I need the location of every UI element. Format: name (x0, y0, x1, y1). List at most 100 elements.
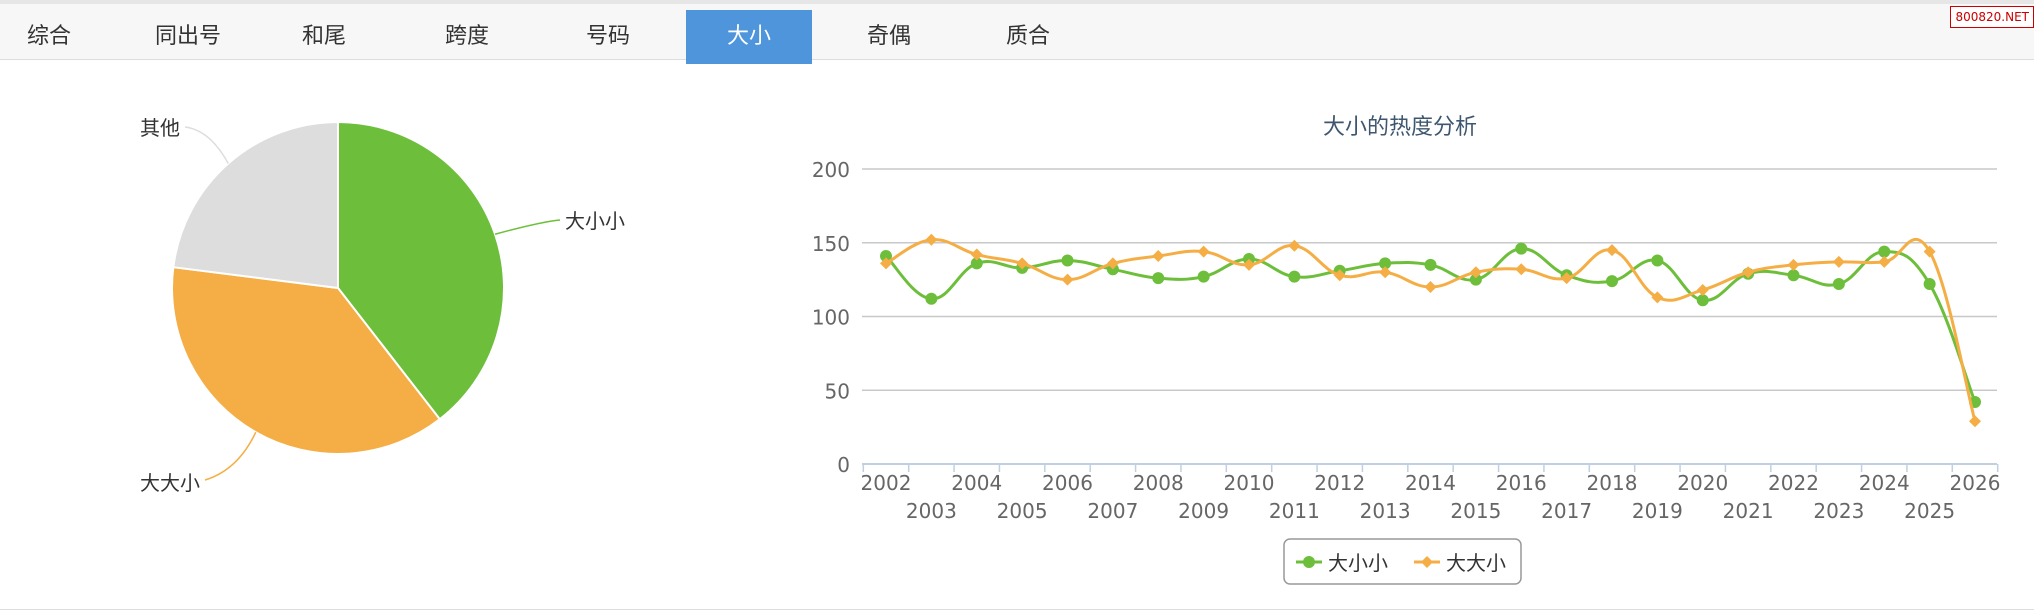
legend-box (1283, 538, 1522, 585)
x-tick-label: 2018 (1587, 471, 1638, 495)
data-point (1288, 270, 1301, 283)
data-point (1152, 250, 1165, 263)
y-tick-label: 100 (812, 306, 850, 330)
tab-2[interactable]: 和尾 (301, 24, 346, 49)
tab-1[interactable]: 同出号 (154, 24, 221, 49)
series-line-0 (884, 247, 1977, 403)
data-point (1469, 273, 1482, 286)
data-point (1878, 245, 1891, 258)
data-point (1651, 291, 1664, 304)
pie-label: 大小小 (565, 209, 625, 233)
data-point (1787, 269, 1800, 282)
y-tick-label: 200 (812, 158, 850, 182)
data-point (1333, 269, 1346, 282)
x-tick-label: 2026 (1950, 471, 2001, 495)
data-point (1515, 263, 1528, 276)
x-tick-label: 2005 (997, 499, 1048, 523)
pie-label: 其他 (140, 116, 180, 140)
data-point (1696, 294, 1709, 307)
chart-title: 大小的热度分析 (1323, 115, 1477, 140)
x-tick-label: 2008 (1133, 471, 1184, 495)
data-point (1243, 258, 1255, 271)
x-tick-label: 2019 (1632, 499, 1683, 523)
divider (0, 609, 2034, 610)
x-tick-label: 2025 (1904, 499, 1955, 523)
x-tick-label: 2013 (1360, 499, 1411, 523)
data-point (970, 248, 983, 261)
legend: 大小小 大大小 (1283, 538, 1522, 585)
x-tick-label: 2021 (1723, 499, 1774, 523)
data-point (1061, 254, 1074, 267)
data-point (1379, 266, 1392, 279)
x-tick-label: 2023 (1813, 499, 1864, 523)
data-point (1016, 257, 1029, 270)
tab-bar: 综合 同出号 和尾 跨度 号码 大小 奇偶 质合 (0, 0, 2034, 64)
tab-3[interactable]: 跨度 (444, 24, 489, 49)
x-tick-label: 2007 (1087, 499, 1138, 523)
pie-connector (204, 431, 257, 481)
data-point (970, 257, 983, 270)
data-point (1832, 278, 1845, 291)
data-point (1832, 255, 1845, 268)
x-tick-label: 2015 (1450, 499, 1501, 523)
x-tick-label: 2012 (1314, 471, 1365, 495)
tab-7[interactable]: 质合 (1005, 24, 1050, 49)
tab-4[interactable]: 号码 (585, 24, 630, 49)
data-point (1560, 272, 1573, 285)
legend-marker (1303, 556, 1315, 568)
data-point (1696, 283, 1709, 296)
tab-5[interactable]: 大小 (686, 10, 812, 64)
legend-item[interactable]: 大大小 (1446, 551, 1506, 575)
data-point (925, 292, 938, 305)
pie-slice (337, 120, 505, 421)
pie-slice (172, 120, 339, 290)
data-point (1379, 257, 1392, 270)
data-point (880, 250, 892, 263)
pie-label: 大大小 (140, 471, 200, 495)
data-point (1061, 273, 1074, 286)
x-tick-label: 2014 (1405, 471, 1456, 495)
y-tick-label: 150 (812, 232, 850, 256)
x-tick-label: 2022 (1768, 471, 1819, 495)
data-point (1469, 266, 1482, 279)
data-point (1288, 239, 1301, 252)
x-tick-label: 2017 (1541, 499, 1592, 523)
y-tick-label: 0 (837, 453, 850, 477)
y-tick-label: 50 (825, 379, 850, 403)
data-point (1106, 257, 1119, 270)
x-tick-label: 2020 (1677, 471, 1728, 495)
x-tick-label: 2016 (1496, 471, 1547, 495)
tab-0[interactable]: 综合 (26, 24, 71, 49)
x-tick-label: 2010 (1224, 471, 1275, 495)
data-point (1651, 254, 1664, 267)
data-point (880, 257, 892, 270)
legend-item[interactable]: 大小小 (1328, 551, 1388, 575)
x-tick-label: 2011 (1269, 499, 1320, 523)
x-tick-label: 2006 (1042, 471, 1093, 495)
legend-marker (1421, 556, 1433, 568)
x-tick-label: 2009 (1178, 499, 1229, 523)
data-point (1969, 415, 1981, 428)
data-point (1424, 281, 1437, 293)
data-point (1606, 244, 1618, 257)
data-point (1197, 245, 1210, 258)
data-point (1787, 258, 1800, 271)
data-point (1923, 278, 1936, 291)
data-point (1878, 255, 1891, 268)
x-tick-label: 2024 (1859, 471, 1910, 495)
x-tick-label: 2002 (861, 471, 912, 495)
watermark: 800820.NET (1950, 6, 2034, 28)
pie-slice (171, 266, 442, 455)
data-point (1424, 258, 1437, 271)
data-point (925, 233, 938, 246)
x-tick-label: 2003 (906, 499, 957, 523)
pie-connector (494, 219, 561, 235)
data-point (1197, 270, 1210, 283)
pie-connector (184, 126, 229, 164)
tab-6[interactable]: 奇偶 (866, 24, 911, 49)
data-point (1742, 266, 1755, 279)
x-tick-label: 2004 (951, 471, 1002, 495)
data-point (1152, 272, 1165, 285)
data-point (1606, 275, 1618, 288)
